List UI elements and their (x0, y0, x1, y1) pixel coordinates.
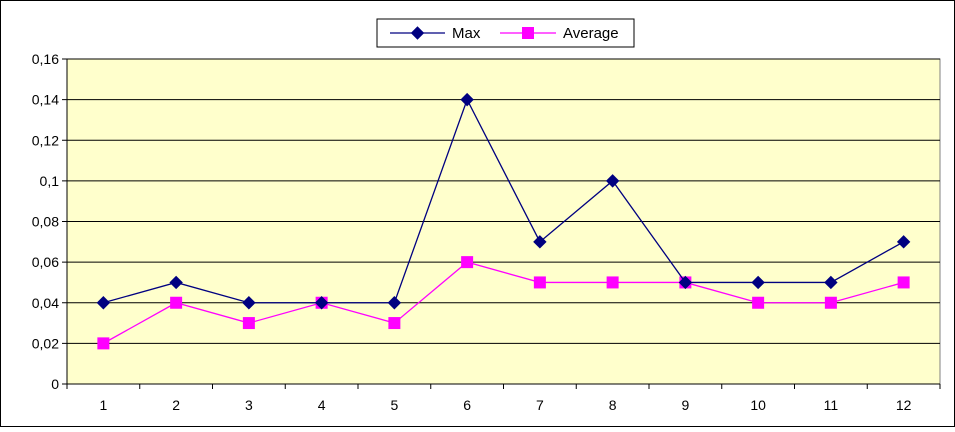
series-line-max (103, 97, 904, 304)
data-point-max (460, 92, 474, 107)
data-point-max (96, 296, 111, 310)
y-tick-label: 0,12 (32, 132, 59, 148)
x-tick-label: 5 (390, 397, 398, 413)
legend-marker-average (522, 27, 534, 39)
data-point-max (314, 296, 329, 310)
data-point-average (97, 337, 110, 350)
data-point-max (896, 235, 911, 249)
axes: 00,020,040,060,080,10,120,140,161 2 3 4 5 6 7 8… (32, 51, 941, 413)
data-point-max (751, 275, 765, 290)
x-tick-label: 12 (896, 397, 912, 413)
y-tick-label: 0,06 (32, 254, 59, 270)
x-tick-label: 1 (99, 397, 107, 413)
x-tick-label: 8 (609, 397, 617, 413)
x-tick-label: 2 (172, 397, 180, 413)
data-point-average (170, 296, 183, 309)
data-point-max (387, 296, 402, 310)
x-tick-label: 4 (318, 397, 326, 413)
y-tick-label: 0,1 (40, 173, 60, 189)
series (96, 92, 911, 350)
legend-label-average: Average (563, 25, 619, 42)
x-tick-label: 3 (245, 397, 253, 413)
y-tick-label: 0,02 (32, 335, 59, 351)
legend-item-average: Average (500, 25, 619, 42)
data-point-average (242, 317, 255, 330)
y-tick-label: 0,04 (32, 295, 59, 311)
legend-item-max: Max (390, 25, 481, 42)
data-point-average (606, 276, 619, 289)
x-tick-label: 6 (463, 397, 471, 413)
legend-marker-max (410, 26, 425, 40)
legend-label-max: Max (452, 25, 481, 42)
legend: Max Average (376, 18, 635, 48)
data-point-max (678, 275, 693, 290)
y-tick-label: 0,14 (32, 92, 59, 108)
grid-lines (67, 58, 940, 344)
y-tick-label: 0,16 (32, 51, 59, 67)
data-point-max (605, 174, 620, 188)
data-point-max (242, 296, 256, 310)
data-point-average (388, 317, 401, 330)
data-point-average (824, 296, 837, 309)
y-tick-label: 0 (51, 376, 59, 392)
x-tick-label: 10 (750, 397, 766, 413)
x-tick-label: 7 (536, 397, 544, 413)
data-point-average (897, 276, 910, 289)
series-max (96, 92, 911, 310)
x-tick-label: 9 (681, 397, 689, 413)
data-point-max (169, 275, 183, 290)
data-point-max (533, 235, 547, 249)
y-tick-label: 0,08 (32, 214, 59, 230)
data-point-average (752, 296, 765, 309)
series-line-average (103, 261, 904, 344)
x-tick-label: 11 (824, 397, 839, 413)
data-point-max (824, 275, 838, 290)
data-point-average (533, 276, 546, 289)
data-point-average (461, 256, 474, 269)
